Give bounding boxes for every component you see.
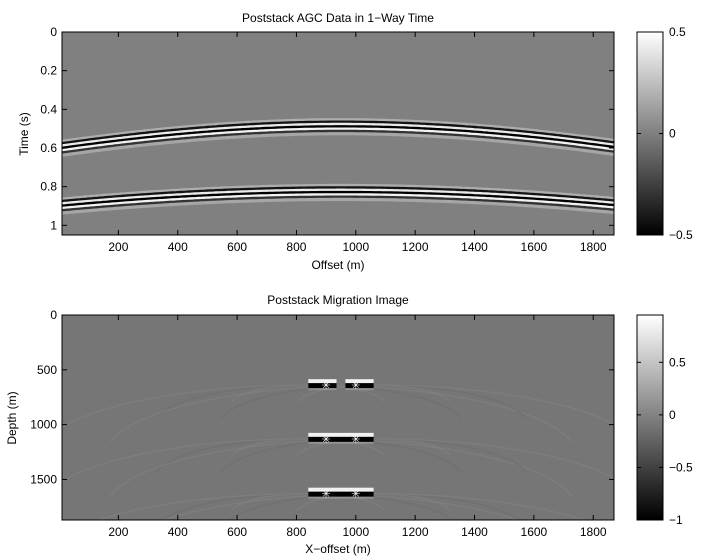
reflection-event-1: [62, 120, 614, 146]
colorbar-scale: [636, 31, 664, 236]
x-tick-label: 1600: [521, 240, 548, 254]
x-axis: 200 400 600 800 1000 1200 1400 1600 1800: [108, 32, 607, 254]
y-tick-label: 1500: [30, 472, 57, 486]
colorbar-tick-label: −1: [669, 513, 683, 527]
reflector-3-negative: [308, 491, 374, 497]
reflection-event-1: [62, 127, 614, 153]
reflection-event-1: [62, 125, 614, 150]
y-axis-label: Depth (m): [5, 391, 19, 444]
seismic-image: [62, 32, 614, 235]
x-axis-label: Offset (m): [311, 258, 364, 272]
y-tick-label: 0.4: [40, 102, 57, 116]
x-axis-label: X−offset (m): [305, 542, 370, 556]
colorbar-tick-label: 0.5: [669, 25, 686, 39]
reflector-3-sidelobe: [308, 496, 374, 499]
reflector-1-sidelobe: [308, 388, 337, 391]
x-tick-label: 200: [108, 525, 128, 539]
plot-frame: [61, 314, 615, 521]
reflector-3-positive: [308, 487, 374, 492]
reflector-1-positive: [345, 379, 374, 384]
x-tick-label: 1000: [342, 525, 369, 539]
y-tick-label: 0.6: [40, 141, 57, 155]
reflector-2-positive: [308, 432, 374, 437]
chart-title: Poststack Migration Image: [267, 293, 409, 307]
y-axis: 0 0.2 0.4 0.6 0.8 1: [40, 25, 614, 232]
x-tick-label: 1800: [580, 525, 607, 539]
y-tick-label: 0: [50, 308, 57, 322]
colorbar: 0.5 0 −0.5 −1: [636, 314, 693, 527]
migration-image: ✳ ✳ ✳ ✳ ✳ ✳: [62, 315, 614, 520]
x-tick-label: 1000: [342, 240, 369, 254]
chart-title: Poststack AGC Data in 1−Way Time: [242, 11, 434, 25]
reflection-event-1: [62, 118, 614, 143]
x-tick-label: 200: [108, 240, 128, 254]
colorbar-axis: 0.5 0 −0.5 −1: [637, 355, 693, 527]
x-tick-label: 400: [168, 525, 188, 539]
y-axis-label: Time (s): [17, 112, 31, 156]
x-tick-label: 1600: [521, 525, 548, 539]
reflection-event-2: [62, 195, 614, 213]
x-axis: 200 400 600 800 1000 1200 1400 1600 1800: [108, 315, 607, 539]
colorbar-tick-label: 0: [669, 127, 676, 141]
x-tick-label: 600: [227, 525, 247, 539]
reflector-2-sidelobe: [308, 441, 374, 444]
y-tick-label: 0: [50, 25, 57, 39]
x-tick-label: 800: [286, 240, 306, 254]
migration-arc: [62, 438, 572, 497]
x-tick-label: 800: [286, 525, 306, 539]
migration-arc: [96, 492, 521, 520]
reflection-event-2: [62, 186, 614, 203]
point-marker-icon: ✳: [322, 434, 331, 446]
y-tick-label: 0.2: [40, 64, 57, 78]
colorbar: 0.5 0 −0.5: [636, 25, 693, 242]
colorbar-tick-label: −0.5: [669, 460, 693, 474]
point-marker-icon: ✳: [322, 489, 331, 501]
point-marker-icon: ✳: [322, 380, 331, 392]
reflection-event-2: [62, 183, 614, 201]
reflector-1-negative: [345, 383, 374, 389]
panel-agc-data: Poststack AGC Data in 1−Way Time 200 400 6…: [17, 11, 693, 272]
colorbar-tick-label: 0.5: [669, 355, 686, 369]
point-marker-icon: ✳: [351, 434, 360, 446]
x-tick-label: 1400: [461, 525, 488, 539]
colorbar-tick-label: −0.5: [669, 228, 693, 242]
x-tick-label: 600: [227, 240, 247, 254]
colorbar-axis: 0.5 0 −0.5: [637, 25, 693, 242]
reflection-event-1: [62, 122, 614, 148]
point-marker-icon: ✳: [351, 489, 360, 501]
reflector-1-positive: [308, 379, 337, 384]
colorbar-scale: [636, 314, 664, 521]
colorbar-tick-label: 0: [669, 408, 676, 422]
reflection-event-2: [62, 193, 614, 210]
plot-frame: [61, 31, 615, 236]
reflection-event-1: [62, 129, 614, 155]
reflection-event-2: [62, 190, 614, 208]
migration-arc: [62, 384, 572, 443]
panel-migration-image: Poststack Migration Image ✳ ✳ ✳ ✳ ✳ ✳ 200 400 6…: [5, 293, 693, 556]
y-tick-label: 1000: [30, 418, 57, 432]
y-tick-label: 0.8: [40, 180, 57, 194]
x-tick-label: 1200: [402, 525, 429, 539]
x-tick-label: 400: [168, 240, 188, 254]
reflection-event-2: [62, 188, 614, 206]
image-background: [62, 315, 614, 520]
x-tick-label: 1800: [580, 240, 607, 254]
reflector-2-negative: [308, 436, 374, 442]
y-tick-label: 500: [37, 363, 57, 377]
y-axis: 0 500 1000 1500: [30, 308, 614, 486]
x-tick-label: 1200: [402, 240, 429, 254]
reflection-event-1: [62, 132, 614, 157]
x-tick-label: 1400: [461, 240, 488, 254]
reflector-1-negative: [308, 383, 337, 389]
reflector-1-sidelobe: [345, 388, 374, 391]
reflection-event-2: [62, 197, 614, 215]
y-tick-label: 1: [50, 218, 57, 232]
point-marker-icon: ✳: [351, 380, 360, 392]
